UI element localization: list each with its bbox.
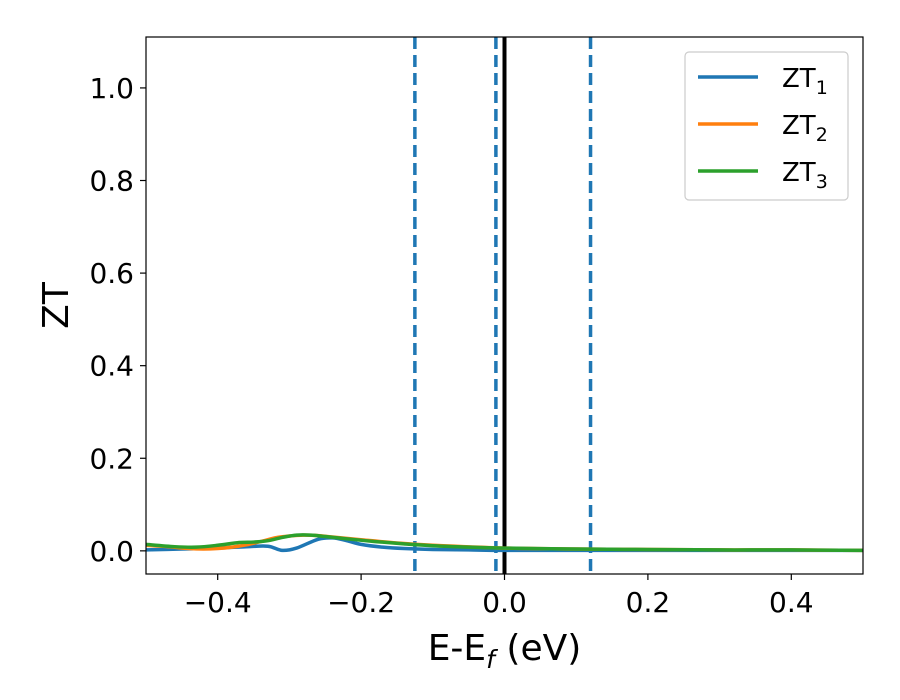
plot-content — [146, 37, 863, 574]
plot-area — [146, 37, 863, 574]
legend-label-1: ZT1 — [782, 64, 828, 99]
y-tick-label: 0.2 — [89, 442, 134, 475]
series-line-3 — [146, 533, 863, 553]
x-tick-label: −0.4 — [184, 586, 252, 619]
y-axis-label: ZT — [36, 281, 77, 329]
legend: ZT1 ZT2 ZT3 — [684, 51, 849, 201]
x-tick-label: 0.4 — [769, 586, 814, 619]
legend-label-2: ZT2 — [782, 111, 828, 146]
y-tick-label: 0.6 — [89, 257, 134, 290]
y-tick-label: 1.0 — [89, 72, 134, 105]
axes: −0.4 −0.2 0.0 0.2 0.4 0.0 0.2 0.4 0.6 0.8 1.0 — [89, 36, 864, 619]
x-tick-label: −0.2 — [327, 586, 395, 619]
y-tick-label: 0.4 — [89, 350, 134, 383]
legend-box — [684, 51, 849, 201]
x-axis-label: E-Ef (eV) — [428, 628, 582, 674]
y-tick-label: 0.8 — [89, 165, 134, 198]
x-tick-label: 0.0 — [482, 586, 527, 619]
x-tick-label: 0.2 — [626, 586, 671, 619]
y-tick-label: 0.0 — [89, 535, 134, 568]
legend-label-3: ZT3 — [782, 158, 828, 193]
